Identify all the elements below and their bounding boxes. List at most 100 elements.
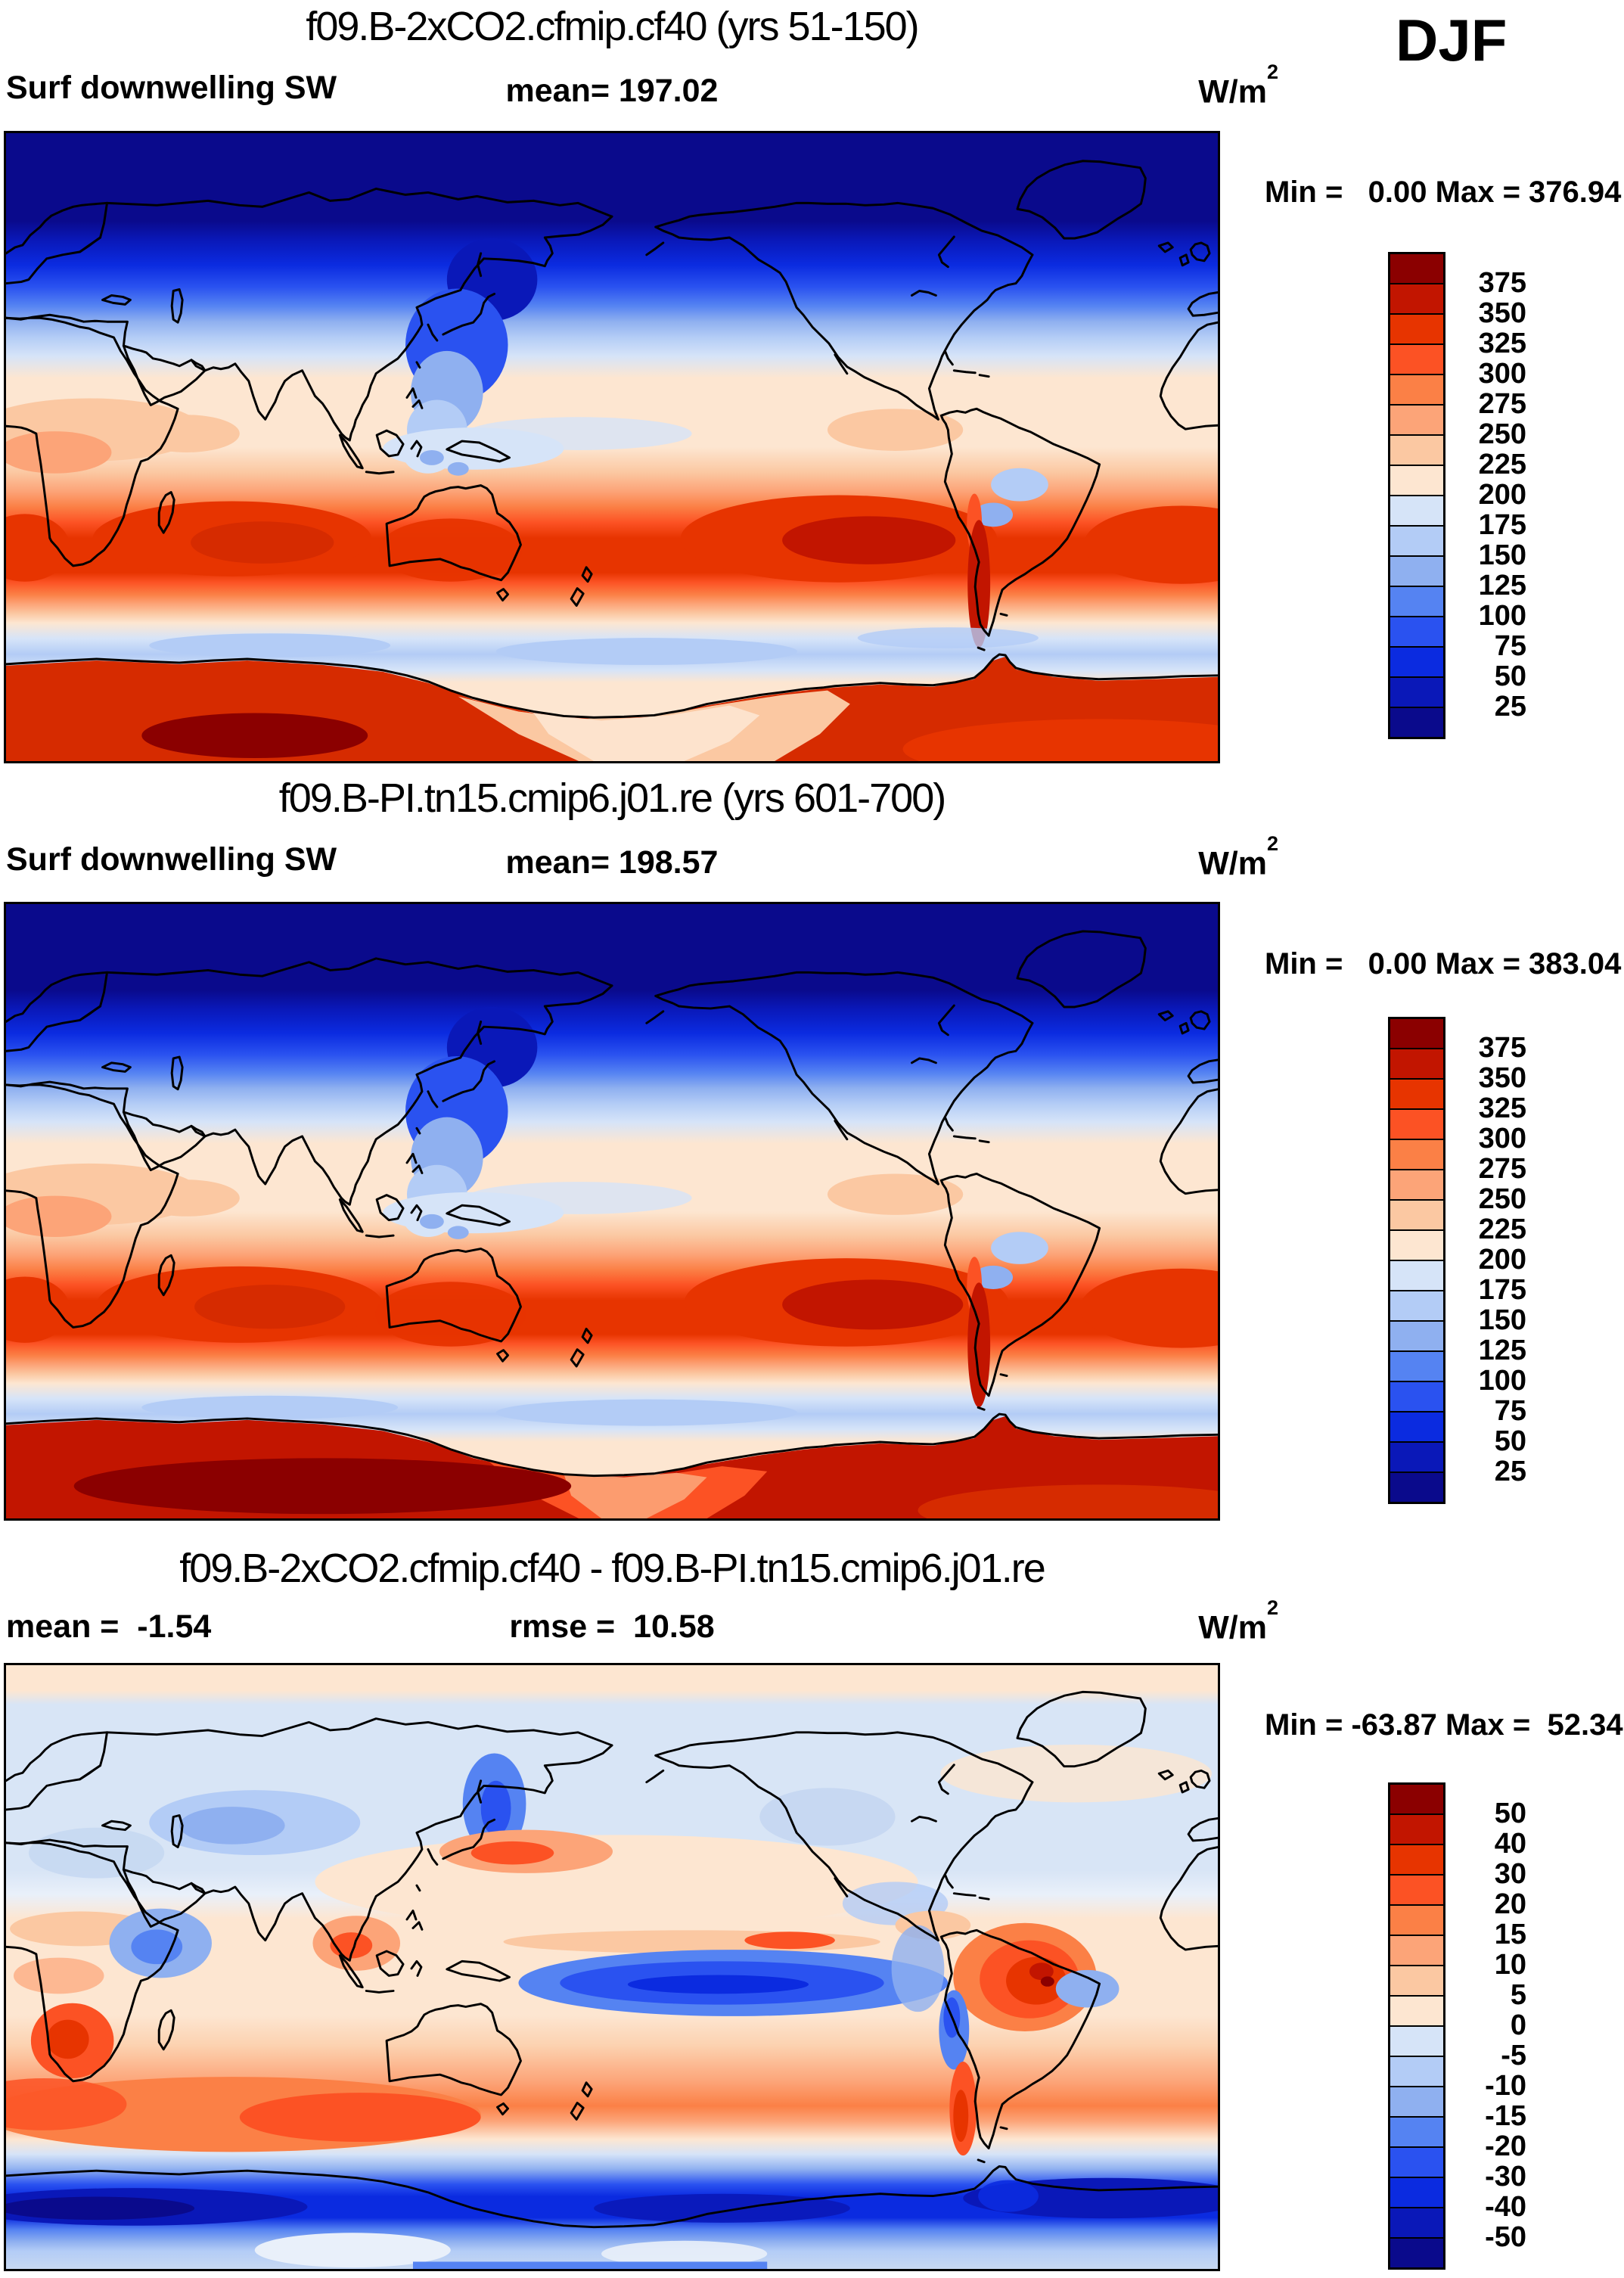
colorbar-cell	[1390, 466, 1443, 496]
colorbar-cell	[1390, 1049, 1443, 1080]
colorbar-tick-label: 125	[1478, 1335, 1526, 1367]
colorbar-cell	[1390, 1352, 1443, 1382]
panel3-minmax: Min = -63.87 Max = 52.34	[1265, 1708, 1623, 1742]
colorbar-tick-label: 0	[1510, 2009, 1526, 2042]
colorbar-cell	[1390, 2057, 1443, 2087]
panel1-minmax: Min = 0.00 Max = 376.94	[1265, 176, 1622, 209]
colorbar-cell	[1390, 1845, 1443, 1876]
colorbar-cell	[1390, 1876, 1443, 1906]
colorbar-cell	[1390, 2208, 1443, 2239]
colorbar-tick-label: 275	[1478, 388, 1526, 421]
map-panel2-pi-control	[4, 902, 1220, 1521]
colorbar-cell	[1390, 254, 1443, 284]
colorbar-tick-label: 175	[1478, 1274, 1526, 1307]
map-panel1-svg	[6, 133, 1218, 761]
panel3-mean-label: mean = -1.54	[6, 1608, 212, 1645]
map-panel2-svg	[6, 904, 1218, 1518]
colorbar-cell	[1390, 587, 1443, 617]
colorbar-tick-label: 375	[1478, 267, 1526, 300]
colorbar-tick-label: 225	[1478, 449, 1526, 481]
colorbar-cell	[1390, 2148, 1443, 2178]
colorbar-cell	[1390, 1291, 1443, 1322]
colorbar-cells	[1388, 1782, 1445, 2270]
colorbar-tick-label: 50	[1494, 1425, 1526, 1458]
colorbar-cell	[1390, 436, 1443, 466]
colorbar-cell	[1390, 1785, 1443, 1815]
colorbar-tick-label: 200	[1478, 1244, 1526, 1276]
colorbar-cell	[1390, 1473, 1443, 1502]
colorbar-cell	[1390, 1110, 1443, 1140]
colorbar-tick-label: 25	[1494, 691, 1526, 723]
colorbar-tick-label: -20	[1485, 2130, 1526, 2163]
panel3-units-label: W/m2	[1198, 1596, 1278, 1646]
colorbar-cell	[1390, 1966, 1443, 1997]
colorbar-tick-label: 325	[1478, 1092, 1526, 1125]
panel1-mean-label: mean= 197.02	[505, 73, 719, 109]
colorbar-cell	[1390, 678, 1443, 708]
colorbar-cell	[1390, 1382, 1443, 1412]
colorbar-tick-label: 25	[1494, 1456, 1526, 1488]
colorbar-tick-label: 50	[1494, 660, 1526, 693]
colorbar-tick-label: 10	[1494, 1949, 1526, 1981]
panel3-rmse-label: rmse = 10.58	[509, 1608, 715, 1645]
colorbar-cell	[1390, 2087, 1443, 2118]
colorbar-tick-label: 250	[1478, 418, 1526, 451]
colorbar-tick-label: 275	[1478, 1153, 1526, 1186]
colorbar-cell	[1390, 1019, 1443, 1049]
map-panel3-difference	[4, 1663, 1220, 2271]
colorbar-tick-label: 300	[1478, 358, 1526, 390]
colorbar-cell	[1390, 1443, 1443, 1473]
colorbar-tick-label: -40	[1485, 2191, 1526, 2224]
colorbar-cell	[1390, 2239, 1443, 2267]
colorbar-cell	[1390, 1936, 1443, 1966]
colorbar-cell	[1390, 1815, 1443, 1845]
colorbar-tick-label: -10	[1485, 2070, 1526, 2102]
colorbar-tick-label: 350	[1478, 1062, 1526, 1095]
colorbar-cell	[1390, 375, 1443, 406]
panel1-units-label: W/m2	[1198, 61, 1278, 110]
colorbar-cell	[1390, 1170, 1443, 1201]
colorbar-tick-label: 350	[1478, 297, 1526, 330]
colorbar-tick-label: 125	[1478, 570, 1526, 602]
panel2-mean-label: mean= 198.57	[505, 844, 719, 881]
colorbar-cell	[1390, 1140, 1443, 1170]
colorbar-tick-label: 325	[1478, 328, 1526, 360]
colorbar-cell	[1390, 284, 1443, 315]
panel1-title: f09.B-2xCO2.cfmip.cf40 (yrs 51-150)	[306, 4, 919, 49]
colorbar-tick-label: -50	[1485, 2221, 1526, 2254]
colorbar-tick-label: 175	[1478, 509, 1526, 542]
colorbar-cell	[1390, 708, 1443, 737]
colorbar-tick-label: -5	[1501, 2040, 1526, 2072]
colorbar-tick-label: 30	[1494, 1858, 1526, 1891]
panel2-title: f09.B-PI.tn15.cmip6.j01.re (yrs 601-700)	[278, 775, 946, 821]
colorbar-cells	[1388, 1017, 1445, 1504]
map-panel3-svg	[6, 1665, 1218, 2269]
colorbar-tick-label: 50	[1494, 1798, 1526, 1830]
colorbar-cell	[1390, 617, 1443, 648]
colorbar-cell	[1390, 2118, 1443, 2148]
colorbar-tick-label: 15	[1494, 1919, 1526, 1951]
colorbar-cell	[1390, 1231, 1443, 1261]
colorbar-tick-label: 5	[1510, 1979, 1526, 2012]
panel3-title: f09.B-2xCO2.cfmip.cf40 - f09.B-PI.tn15.c…	[179, 1546, 1046, 1591]
colorbar-tick-label: -15	[1485, 2100, 1526, 2133]
colorbar-tick-label: 200	[1478, 479, 1526, 511]
colorbar-cell	[1390, 1997, 1443, 2027]
colorbar-cell	[1390, 345, 1443, 375]
colorbar-cell	[1390, 648, 1443, 678]
colorbar-tick-label: 300	[1478, 1123, 1526, 1155]
panel1-colorbar: 375 350 325 300 275 250 225 200 175 150 125 100 75 50…	[1388, 252, 1526, 739]
map-panel1-2xco2	[4, 131, 1220, 763]
colorbar-cell	[1390, 406, 1443, 436]
panel2-units-label: W/m2	[1198, 832, 1278, 882]
colorbar-cell	[1390, 1906, 1443, 1936]
colorbar-cell	[1390, 1261, 1443, 1291]
colorbar-cell	[1390, 527, 1443, 557]
colorbar-tick-label: 150	[1478, 1304, 1526, 1337]
panel3-colorbar: 50 40 30 20 15 10 5 0 -5 -10 -15 -20 -30 -40 -50	[1388, 1782, 1526, 2270]
colorbar-tick-label: -30	[1485, 2161, 1526, 2193]
colorbar-tick-label: 375	[1478, 1032, 1526, 1064]
colorbar-cell	[1390, 1322, 1443, 1352]
colorbar-cell	[1390, 1412, 1443, 1443]
